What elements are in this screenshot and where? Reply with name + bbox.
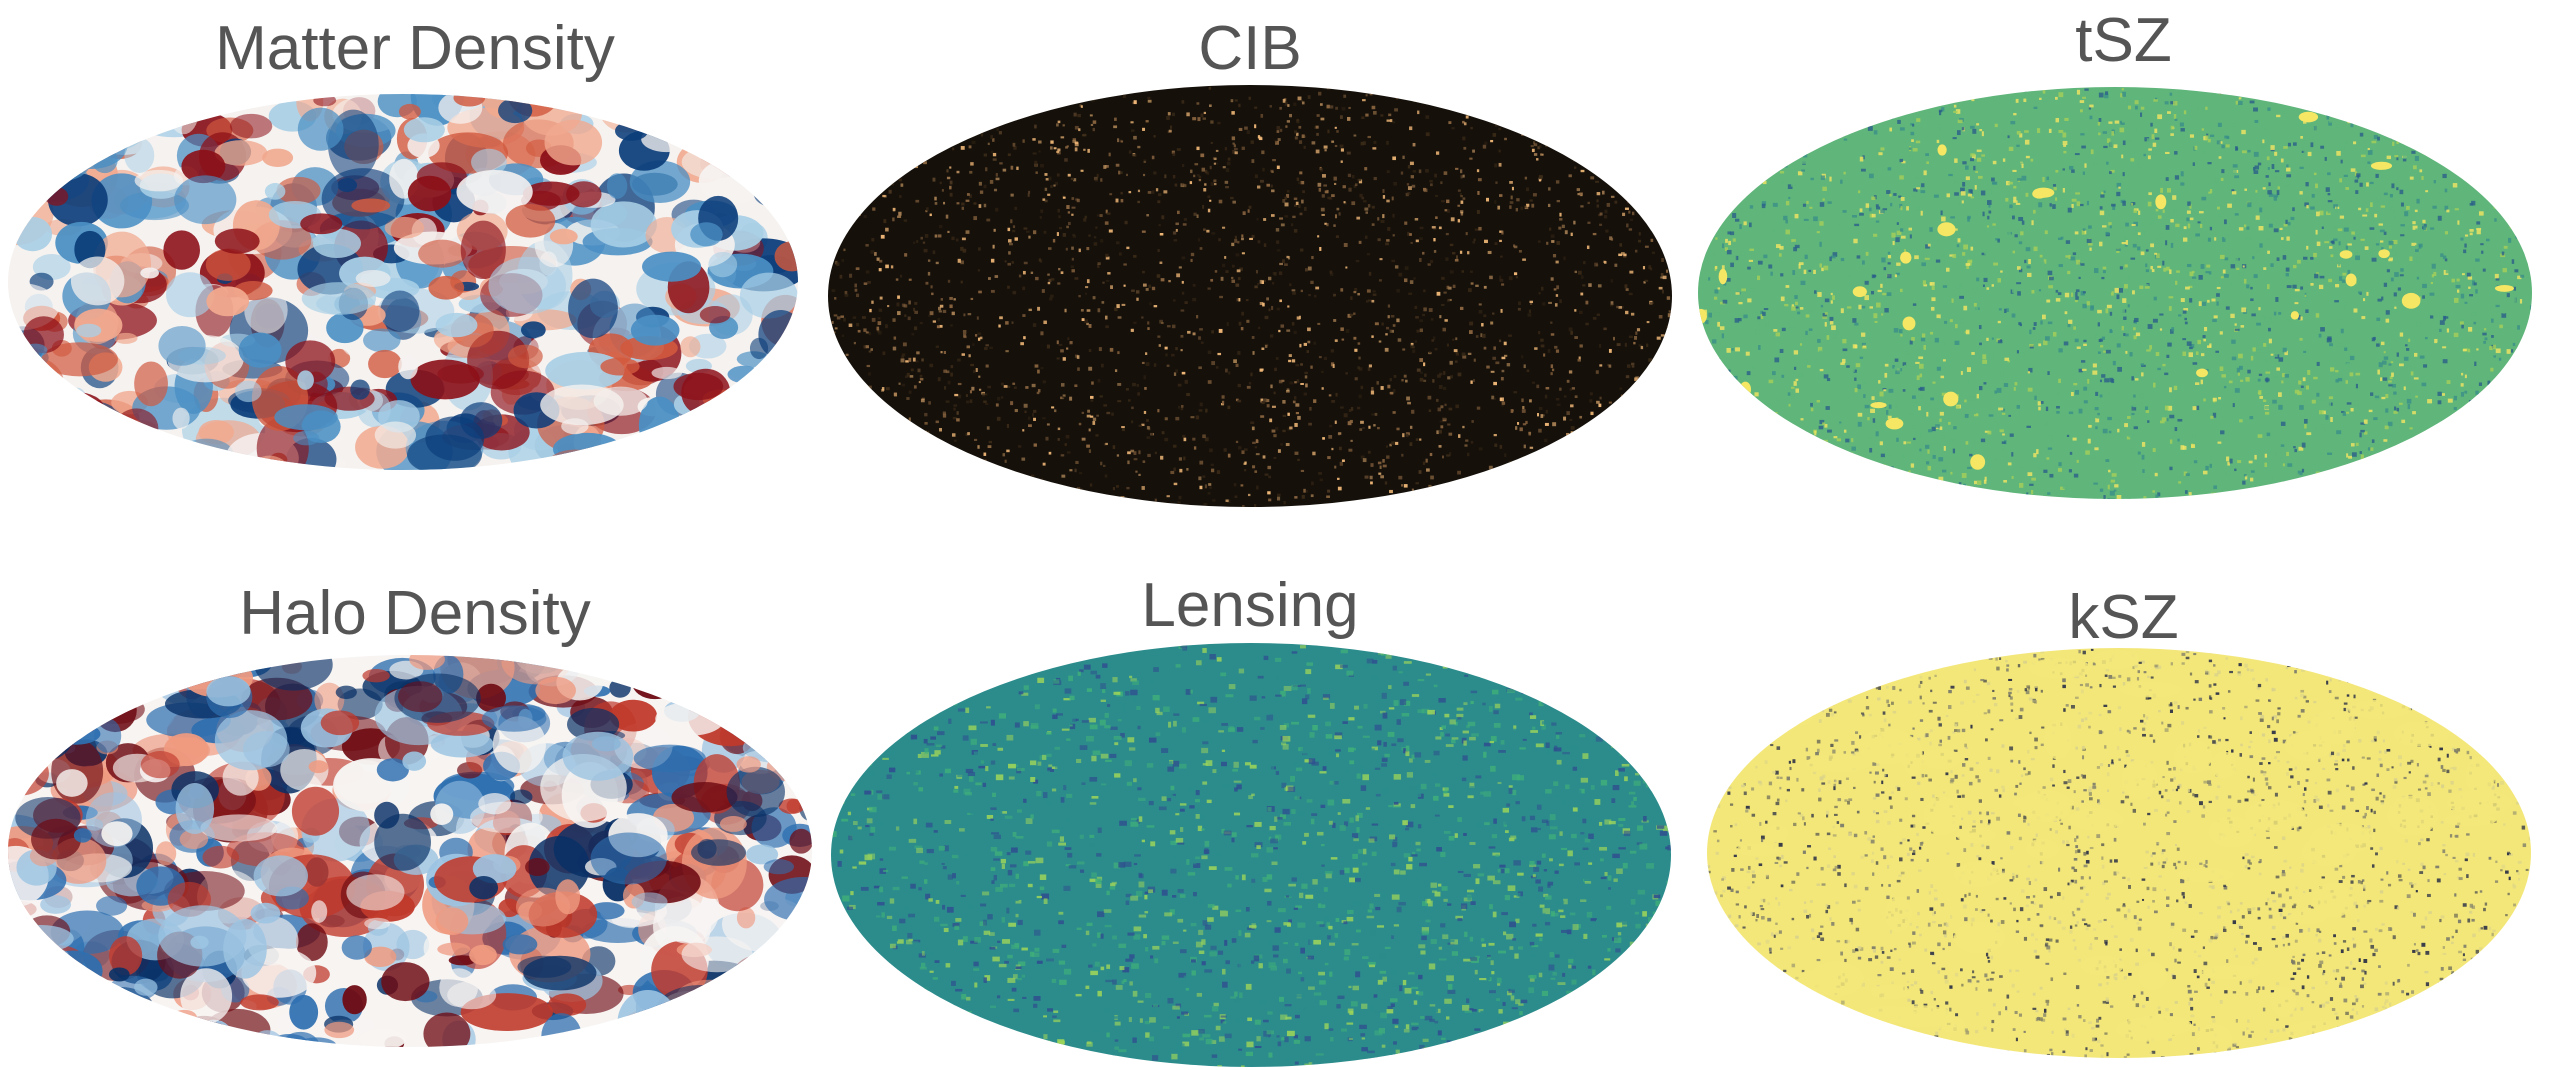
tsz-map [1698,87,2532,499]
panel-cib: CIB [820,0,1680,520]
panel-tsz: tSZ [1695,0,2552,520]
panel-title: tSZ [2075,6,2172,75]
panel-ksz: kSZ [1695,545,2552,1070]
panel-lensing: Lensing [820,545,1680,1070]
halo-density-map [8,655,812,1047]
panel-title: Halo Density [239,579,591,648]
cib-map [828,85,1672,507]
panel-title: CIB [1198,14,1302,83]
lensing-map [831,643,1671,1067]
panel-title: kSZ [2068,583,2179,652]
panel-title: Lensing [1141,571,1359,640]
ksz-map [1707,648,2531,1058]
panel-title: Matter Density [215,14,615,83]
matter-density-map [8,94,798,470]
panel-halo-density: Halo Density [0,545,820,1070]
panel-matter-density: Matter Density [0,0,820,520]
